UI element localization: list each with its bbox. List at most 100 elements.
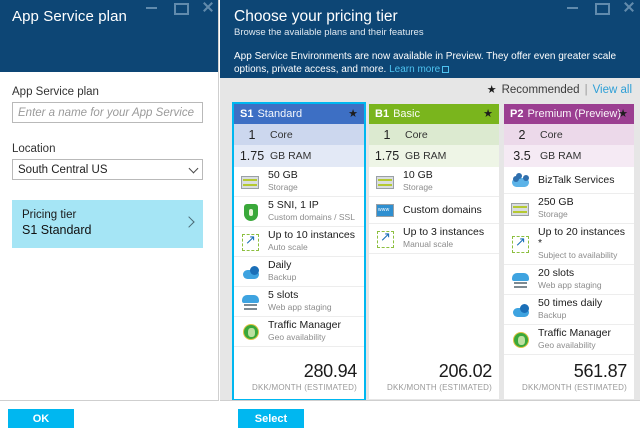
- card-code: P2: [510, 108, 524, 120]
- feature-text: Traffic Manager Geo availability: [268, 320, 341, 343]
- feature-row: 10 GB Storage: [369, 167, 499, 197]
- price-value: 561.87: [573, 361, 628, 381]
- feature-subtitle: Storage: [538, 209, 568, 219]
- spec-row-cores: 1 Core: [234, 124, 364, 145]
- pricing-tier-card-list: S1 Standard ★ 1 Core 1.75 GB RAM 50 GB Storage 5 …: [232, 102, 634, 401]
- spec-row-ram: 3.5 GB RAM: [504, 145, 634, 167]
- location-label: Location: [12, 143, 56, 155]
- select-button[interactable]: Select: [238, 409, 304, 428]
- feature-text: Traffic Manager Geo availability: [538, 328, 611, 351]
- feature-subtitle: Subject to availability: [538, 250, 618, 260]
- pricing-tier-value: S1 Standard: [22, 223, 92, 237]
- ram-value: 1.75: [374, 149, 400, 163]
- feature-title: 20 slots: [538, 267, 575, 279]
- card-header: S1 Standard ★: [234, 104, 364, 124]
- storage-icon: [374, 172, 398, 192]
- pricing-tier-title: Choose your pricing tier: [234, 8, 398, 25]
- feature-title: Traffic Manager: [268, 319, 341, 331]
- feature-text: 250 GB Storage: [538, 197, 574, 220]
- feature-text: Up to 10 instances Auto scale: [268, 230, 355, 253]
- feature-text: Up to 20 instances * Subject to availabil…: [538, 227, 628, 261]
- feature-subtitle: Storage: [403, 182, 433, 192]
- feature-text: 10 GB Storage: [403, 170, 433, 193]
- pricing-tier-subtitle: Browse the available plans and their fea…: [234, 27, 424, 38]
- page-title: App Service plan: [12, 8, 128, 25]
- price-zone: 561.87 DKK/MONTH (ESTIMATED): [504, 355, 634, 399]
- cores-value: 1: [383, 127, 391, 142]
- price-value: 206.02: [438, 361, 493, 381]
- location-select-wrapper[interactable]: South Central US: [12, 159, 203, 180]
- left-blade-footer: OK: [0, 400, 219, 435]
- feature-title: 250 GB: [538, 196, 574, 208]
- close-icon[interactable]: [202, 1, 213, 12]
- feature-subtitle: Geo availability: [268, 332, 326, 342]
- close-icon[interactable]: [623, 1, 634, 12]
- card-spacer: [234, 347, 364, 355]
- feature-title: Custom domains: [403, 203, 482, 216]
- minimize-icon[interactable]: [567, 1, 578, 12]
- feature-title: 50 times daily: [538, 297, 603, 309]
- domain-icon: [374, 200, 398, 220]
- scale-icon: [374, 229, 398, 249]
- feature-row: 5 slots Web app staging: [234, 287, 364, 317]
- learn-more-link[interactable]: Learn more: [389, 64, 441, 75]
- cores-value: 2: [518, 127, 526, 142]
- external-link-icon: [442, 66, 450, 73]
- feature-row: Daily Backup: [234, 257, 364, 287]
- right-blade-header: Choose your pricing tier Browse the avai…: [220, 0, 640, 78]
- feature-subtitle: Backup: [268, 272, 297, 282]
- shield-icon: [239, 202, 263, 222]
- filter-bar: ★ Recommended | View all: [220, 78, 640, 104]
- price-unit: DKK/MONTH (ESTIMATED): [252, 383, 357, 392]
- card-code: B1: [375, 108, 390, 120]
- feature-row: 5 SNI, 1 IP Custom domains / SSL: [234, 197, 364, 227]
- feature-subtitle: Storage: [268, 182, 298, 192]
- card-header: B1 Basic ★: [369, 104, 499, 124]
- feature-subtitle: Custom domains / SSL: [268, 212, 355, 222]
- preview-notice: App Service Environments are now availab…: [234, 50, 630, 76]
- ok-button[interactable]: OK: [8, 409, 74, 428]
- minimize-icon[interactable]: [146, 1, 157, 12]
- feature-title: Traffic Manager: [538, 327, 611, 339]
- maximize-icon[interactable]: [174, 1, 189, 15]
- feature-row: Custom domains: [369, 197, 499, 224]
- backup-icon: [509, 300, 533, 320]
- feature-text: 50 GB Storage: [268, 170, 298, 193]
- card-spacer: [369, 254, 499, 355]
- app-service-plan-name-input[interactable]: [12, 102, 203, 123]
- ram-value: 3.5: [513, 149, 531, 163]
- feature-subtitle: Web app staging: [268, 302, 332, 312]
- pricing-tier-tile[interactable]: Pricing tier S1 Standard: [12, 200, 203, 248]
- feature-title: 50 GB: [268, 169, 298, 181]
- pricing-tier-card-p2[interactable]: P2 Premium (Preview) ★ 2 Core 3.5 GB RAM BizTal…: [504, 104, 634, 399]
- feature-title: Daily: [268, 259, 292, 271]
- location-select[interactable]: South Central US: [12, 159, 203, 180]
- pricing-tier-card-s1[interactable]: S1 Standard ★ 1 Core 1.75 GB RAM 50 GB Storage 5 …: [232, 102, 366, 401]
- maximize-icon[interactable]: [595, 1, 610, 15]
- feature-subtitle: Backup: [538, 310, 567, 320]
- right-window-controls: [567, 1, 634, 15]
- feature-text: 5 slots Web app staging: [268, 290, 332, 313]
- feature-title: Up to 3 instances: [403, 226, 485, 238]
- recommended-filter[interactable]: Recommended: [501, 83, 580, 96]
- app-service-plan-blade: App Service plan App Service plan Locati…: [0, 0, 219, 435]
- pricing-tier-label: Pricing tier: [22, 209, 77, 221]
- feature-subtitle: Geo availability: [538, 340, 596, 350]
- feature-subtitle: Auto scale: [268, 242, 308, 252]
- storage-icon: [239, 172, 263, 192]
- left-blade-header: App Service plan: [0, 0, 218, 72]
- price-value: 280.94: [303, 361, 358, 381]
- backup-icon: [239, 262, 263, 282]
- pricing-tier-blade: Choose your pricing tier Browse the avai…: [220, 0, 640, 435]
- storage-icon: [509, 199, 533, 219]
- star-icon: ★: [348, 108, 358, 120]
- feature-row: Up to 20 instances *Subject to availabil…: [504, 224, 634, 265]
- right-blade-footer: Select: [220, 400, 640, 435]
- feature-title: BizTalk Services: [538, 173, 615, 186]
- feature-text: BizTalk Services: [538, 173, 615, 186]
- view-all-link[interactable]: View all: [592, 83, 632, 96]
- feature-text: Custom domains: [403, 203, 482, 216]
- feature-row: 50 times daily Backup: [504, 295, 634, 325]
